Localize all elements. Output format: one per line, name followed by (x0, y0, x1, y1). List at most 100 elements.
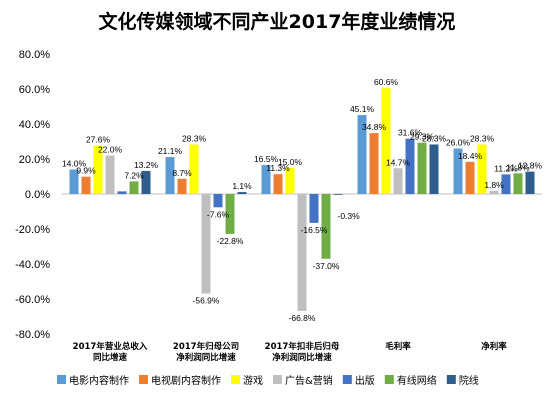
x-category-label: 2017年扣非后归母 (265, 341, 340, 352)
bar (429, 144, 439, 194)
bar (453, 148, 463, 194)
bar (477, 144, 487, 194)
y-tick-label: -20.0% (15, 224, 50, 236)
data-label: 34.8% (362, 122, 387, 132)
data-label: 14.0% (62, 159, 87, 169)
bar (405, 138, 415, 194)
data-label: 13.2% (134, 160, 159, 170)
data-labels-group: 14.0%9.9% 27.6%22.0% 7.2%13.2% 21.1% 8.7% 28.… (62, 77, 543, 323)
legend-label: 有线网络 (397, 374, 437, 387)
bar (321, 194, 331, 259)
bar (417, 142, 427, 194)
bars-group (69, 87, 535, 311)
data-label: -37.0% (313, 261, 340, 271)
bar (525, 171, 535, 194)
data-label: -22.8% (217, 236, 244, 246)
legend-swatch (446, 375, 456, 384)
legend-swatch (384, 375, 394, 384)
bar (465, 161, 475, 194)
data-label: 27.6% (86, 135, 111, 145)
legend-item: 游戏 (231, 374, 263, 387)
bar (225, 194, 235, 234)
legend-swatch (231, 375, 240, 384)
bar (93, 145, 103, 194)
x-category-label: 净利润同比增速 (272, 352, 332, 363)
data-label: -16.5% (301, 225, 328, 235)
x-category-label: 净利润同比增速 (176, 352, 236, 363)
data-label: 21.1% (158, 146, 183, 156)
bar (369, 133, 379, 194)
data-label: 9.9% (76, 166, 96, 176)
bar (165, 157, 175, 194)
bar (69, 169, 79, 194)
data-label: 22.0% (98, 145, 123, 155)
legend: 电影内容制作 电视剧内容制作 游戏 广告&营销 出版 有线网络 院线 (57, 374, 479, 387)
data-label: 60.6% (374, 77, 399, 87)
y-tick-label: -60.0% (15, 294, 50, 306)
legend-label: 电视剧内容制作 (151, 374, 221, 387)
bar (513, 173, 523, 194)
x-category-labels: 2017年营业总收入同比增速2017年归母公司净利润同比增速2017年扣非后归母… (73, 341, 508, 363)
data-label: 28.3% (182, 133, 207, 143)
x-category-label: 2017年营业总收入 (73, 341, 148, 352)
bar (285, 167, 295, 194)
bar (201, 194, 211, 294)
data-label: 28.3% (422, 133, 447, 143)
bar (273, 174, 283, 194)
bar (501, 174, 511, 194)
legend-label: 院线 (459, 374, 479, 387)
legend-label: 游戏 (243, 374, 263, 387)
data-label: -0.3% (338, 211, 361, 221)
x-category-label: 毛利率 (385, 341, 411, 352)
data-label: 1.1% (232, 181, 252, 191)
legend-label: 电影内容制作 (69, 374, 129, 387)
legend-item: 出版 (342, 374, 375, 387)
y-tick-label: 0.0% (25, 189, 50, 201)
data-label: 8.7% (172, 168, 192, 178)
data-label: 11.8% (506, 162, 530, 172)
legend-swatch (342, 375, 352, 384)
data-label: 28.3% (470, 133, 495, 143)
data-label: 14.7% (386, 157, 411, 167)
data-label: 12.8% (518, 161, 543, 171)
bar (333, 194, 343, 195)
x-category-label: 净利率 (481, 341, 507, 352)
legend-swatch (139, 375, 148, 384)
bar (213, 194, 223, 208)
data-label: 29.3% (410, 132, 435, 142)
bar (309, 194, 319, 223)
bar (393, 168, 403, 194)
legend-item: 广告&营销 (273, 374, 333, 387)
data-label: 31.6% (398, 128, 423, 138)
legend-item: 院线 (446, 374, 479, 387)
data-label: 1.8% (484, 180, 504, 190)
bar (129, 181, 139, 194)
bar (141, 170, 151, 194)
legend-item: 有线网络 (384, 374, 437, 387)
y-tick-label: -40.0% (15, 259, 50, 271)
data-label: 15.0% (278, 157, 303, 167)
y-tick-label: 80.0% (19, 49, 50, 61)
data-label: 18.4% (458, 151, 483, 161)
chart-title: 文化传媒领域不同产业2017年度业绩情况 (99, 10, 456, 33)
bar (117, 191, 127, 194)
data-label: 26.0% (446, 138, 471, 148)
data-label: 11.3% (266, 163, 290, 173)
bar (261, 165, 271, 194)
bar (189, 144, 199, 194)
y-tick-label: 40.0% (19, 119, 50, 131)
bar (237, 192, 247, 194)
data-label: 16.5% (254, 154, 279, 164)
data-label: -56.9% (193, 296, 220, 306)
legend-swatch (57, 375, 66, 384)
data-label: 45.1% (350, 104, 375, 114)
bar (489, 190, 499, 194)
bar (105, 155, 115, 194)
legend-label: 出版 (355, 374, 375, 387)
data-label: -66.8% (289, 313, 316, 323)
legend-item: 电影内容制作 (57, 374, 129, 387)
y-tick-label: 60.0% (19, 84, 50, 96)
y-axis: 80.0% 60.0% 40.0% 20.0% 0.0% -20.0% -40.0% -60.… (15, 49, 542, 341)
bar (381, 87, 391, 194)
